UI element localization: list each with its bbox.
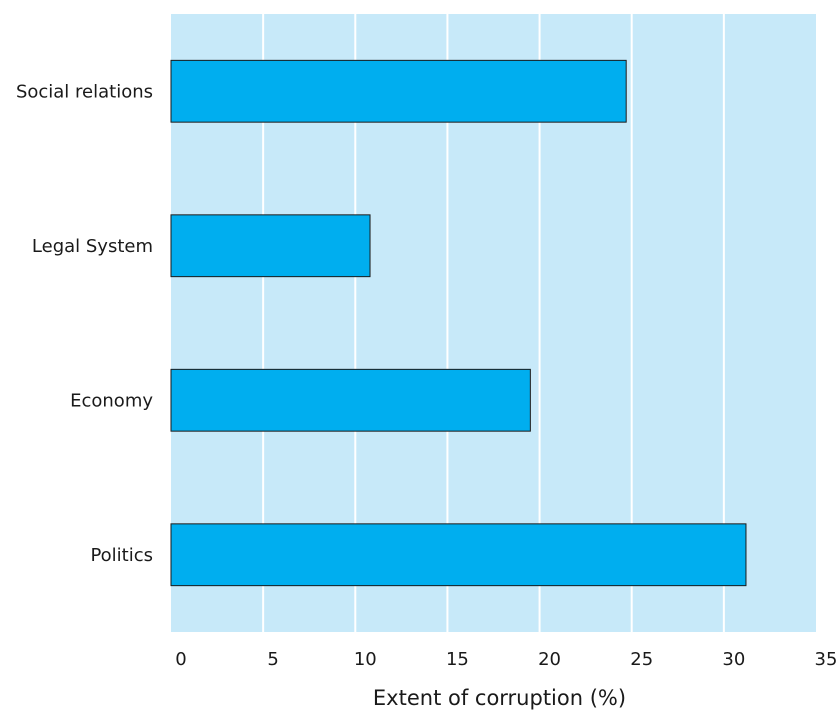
x-tick-label-15: 15 (446, 649, 469, 670)
x-tick-label-0: 0 (175, 649, 186, 670)
x-tick-labels: 0 5 10 15 20 25 30 35 (175, 649, 837, 670)
category-label-economy: Economy (70, 390, 153, 411)
category-labels: Social relations Legal System Economy Polit… (16, 81, 153, 566)
bar-social-relations (170, 59, 627, 123)
category-label-legal-system: Legal System (32, 236, 153, 257)
x-tick-label-10: 10 (354, 649, 377, 670)
bar-legal-system (170, 214, 371, 278)
bars (170, 59, 747, 587)
bar-economy (170, 368, 531, 432)
x-tick-label-5: 5 (267, 649, 278, 670)
category-label-social-relations: Social relations (16, 81, 153, 102)
x-tick-label-35: 35 (815, 649, 838, 670)
x-tick-label-30: 30 (722, 649, 745, 670)
category-label-politics: Politics (90, 545, 153, 566)
x-axis-title: Extent of corruption (%) (373, 686, 626, 710)
x-tick-label-20: 20 (538, 649, 561, 670)
bar-politics (170, 523, 747, 587)
x-tick-label-25: 25 (630, 649, 653, 670)
